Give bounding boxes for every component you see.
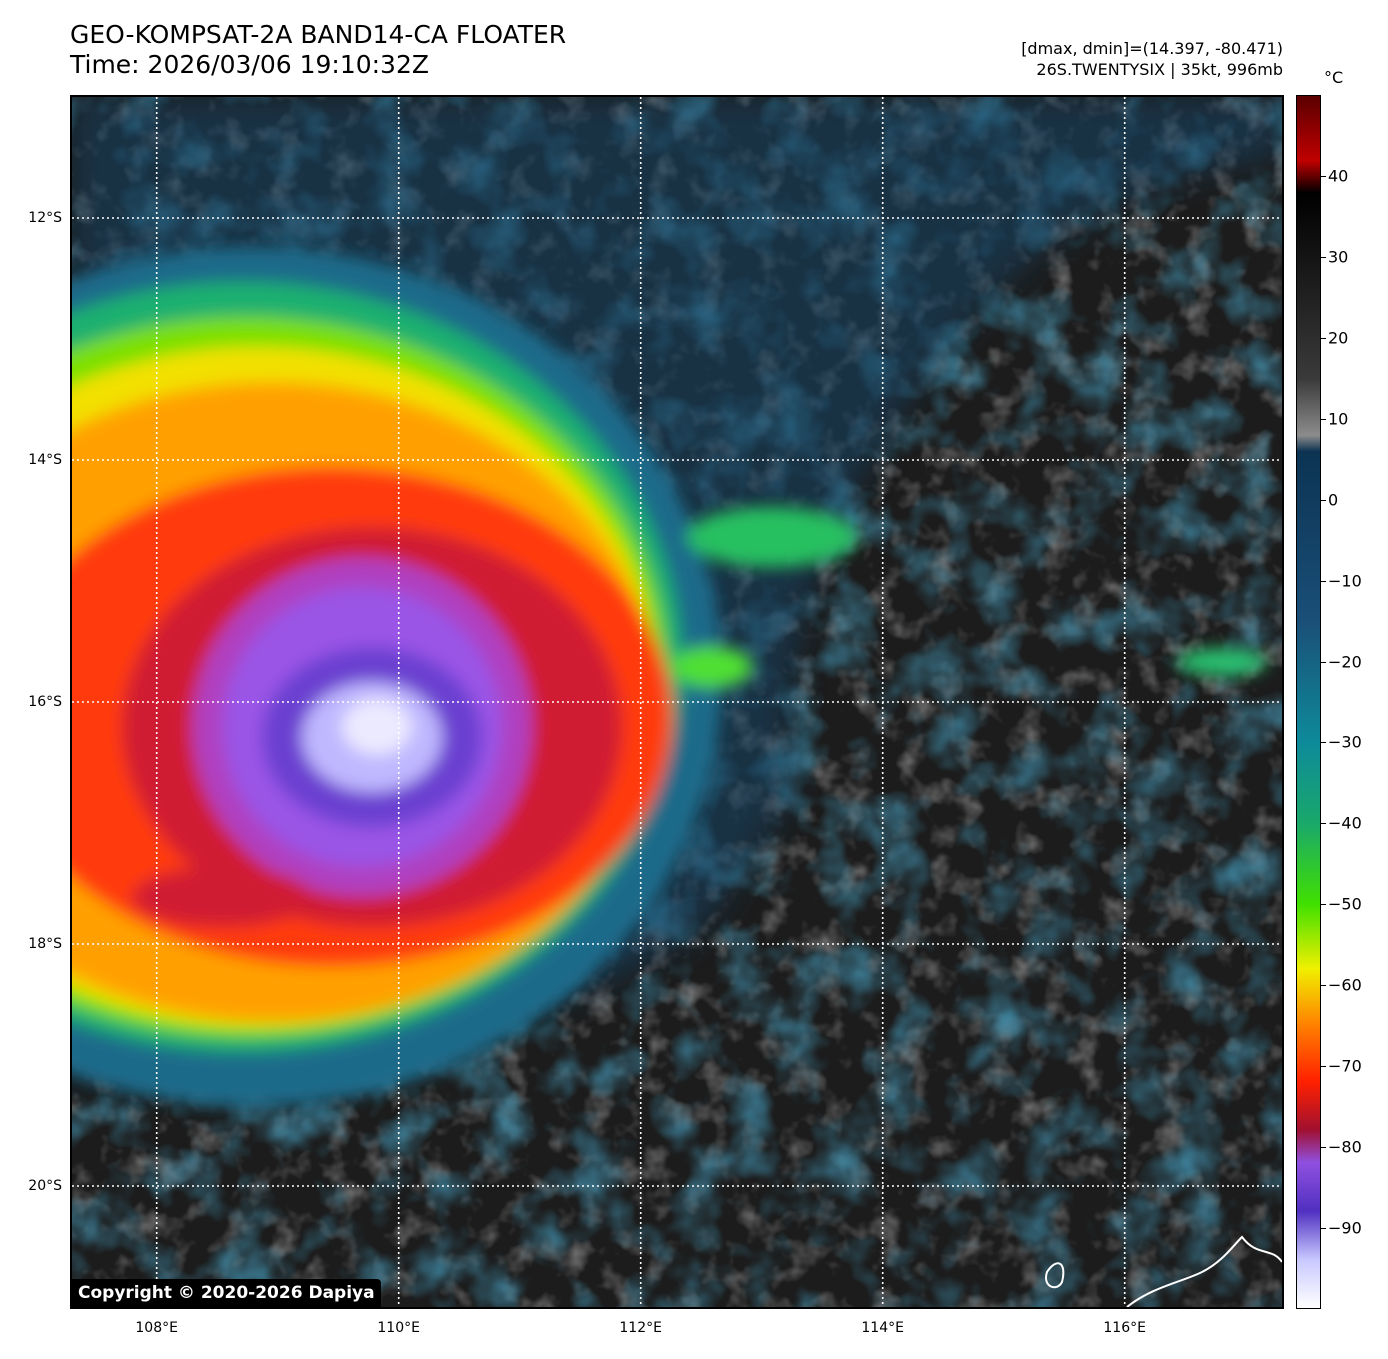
satellite-map: Copyright © 2020-2026 Dapiya xyxy=(70,95,1284,1309)
storm-system xyxy=(72,247,1267,1107)
colorbar-tick-label: 0 xyxy=(1328,490,1339,510)
chart-title: GEO-KOMPSAT-2A BAND14-CA FLOATER Time: 2… xyxy=(70,20,566,80)
colorbar-tick-mark xyxy=(1321,418,1326,420)
coastline xyxy=(1126,1235,1282,1307)
colorbar-unit: °C xyxy=(1324,68,1344,87)
storm-meta: [dmax, dmin]=(14.397, -80.471) 26S.TWENT… xyxy=(1021,38,1283,80)
lat-label: 16°S xyxy=(28,694,62,710)
colorbar-tick-mark xyxy=(1321,1066,1326,1068)
colorbar-tick-label: −10 xyxy=(1328,571,1362,591)
lon-label: 116°E xyxy=(1103,1320,1146,1336)
colorbar-tick-mark xyxy=(1321,175,1326,177)
colorbar-tick-label: −50 xyxy=(1328,894,1362,914)
colorbar-tick-mark xyxy=(1321,580,1326,582)
colorbar-tick-label: 10 xyxy=(1328,409,1349,429)
temperature-colorbar xyxy=(1296,95,1321,1309)
colorbar-tick-mark xyxy=(1321,742,1326,744)
lat-label: 20°S xyxy=(28,1178,62,1194)
colorbar-tick-mark xyxy=(1321,256,1326,258)
lat-label: 18°S xyxy=(28,936,62,952)
colorbar-tick-mark xyxy=(1321,499,1326,501)
isolated-convection-cell xyxy=(672,647,752,687)
lon-label: 108°E xyxy=(135,1320,178,1336)
colorbar-tick-mark xyxy=(1321,661,1326,663)
island-outline xyxy=(1045,1262,1065,1289)
meta-line-1: [dmax, dmin]=(14.397, -80.471) xyxy=(1021,39,1283,58)
colorbar-tick-mark xyxy=(1321,904,1326,906)
graticule xyxy=(72,97,1282,1307)
storm-cloud-top-peak xyxy=(342,699,412,755)
colorbar-tick-label: −70 xyxy=(1328,1056,1362,1076)
lon-label: 110°E xyxy=(377,1320,420,1336)
colorbar-tick-mark xyxy=(1321,1147,1326,1149)
lat-label: 12°S xyxy=(28,210,62,226)
colorbar-tick-label: −90 xyxy=(1328,1218,1362,1238)
lat-label: 14°S xyxy=(28,452,62,468)
lon-label: 112°E xyxy=(619,1320,662,1336)
copyright-badge: Copyright © 2020-2026 Dapiya xyxy=(72,1279,381,1307)
rainband-south xyxy=(132,867,312,927)
ir-imagery xyxy=(72,97,1282,1307)
colorbar-tick-label: −40 xyxy=(1328,813,1362,833)
meta-line-2: 26S.TWENTYSIX | 35kt, 996mb xyxy=(1036,60,1283,79)
title-line-1: GEO-KOMPSAT-2A BAND14-CA FLOATER xyxy=(70,20,567,49)
colorbar-tick-label: −80 xyxy=(1328,1137,1362,1157)
colorbar-tick-mark xyxy=(1321,823,1326,825)
colorbar-tick-label: 30 xyxy=(1328,247,1349,267)
colorbar-tick-label: 20 xyxy=(1328,328,1349,348)
colorbar-tick-label: −30 xyxy=(1328,732,1362,752)
isolated-convection-far-east xyxy=(1177,648,1267,676)
colorbar-tick-mark xyxy=(1321,985,1326,987)
colorbar-tick-mark xyxy=(1321,1228,1326,1230)
colorbar-tick-label: −60 xyxy=(1328,975,1362,995)
isolated-convection-east xyxy=(687,507,857,567)
colorbar-tick-label: −20 xyxy=(1328,652,1362,672)
colorbar-tick-mark xyxy=(1321,337,1326,339)
lon-label: 114°E xyxy=(861,1320,904,1336)
colorbar-tick-label: 40 xyxy=(1328,166,1349,186)
title-line-2: Time: 2026/03/06 19:10:32Z xyxy=(70,50,429,79)
